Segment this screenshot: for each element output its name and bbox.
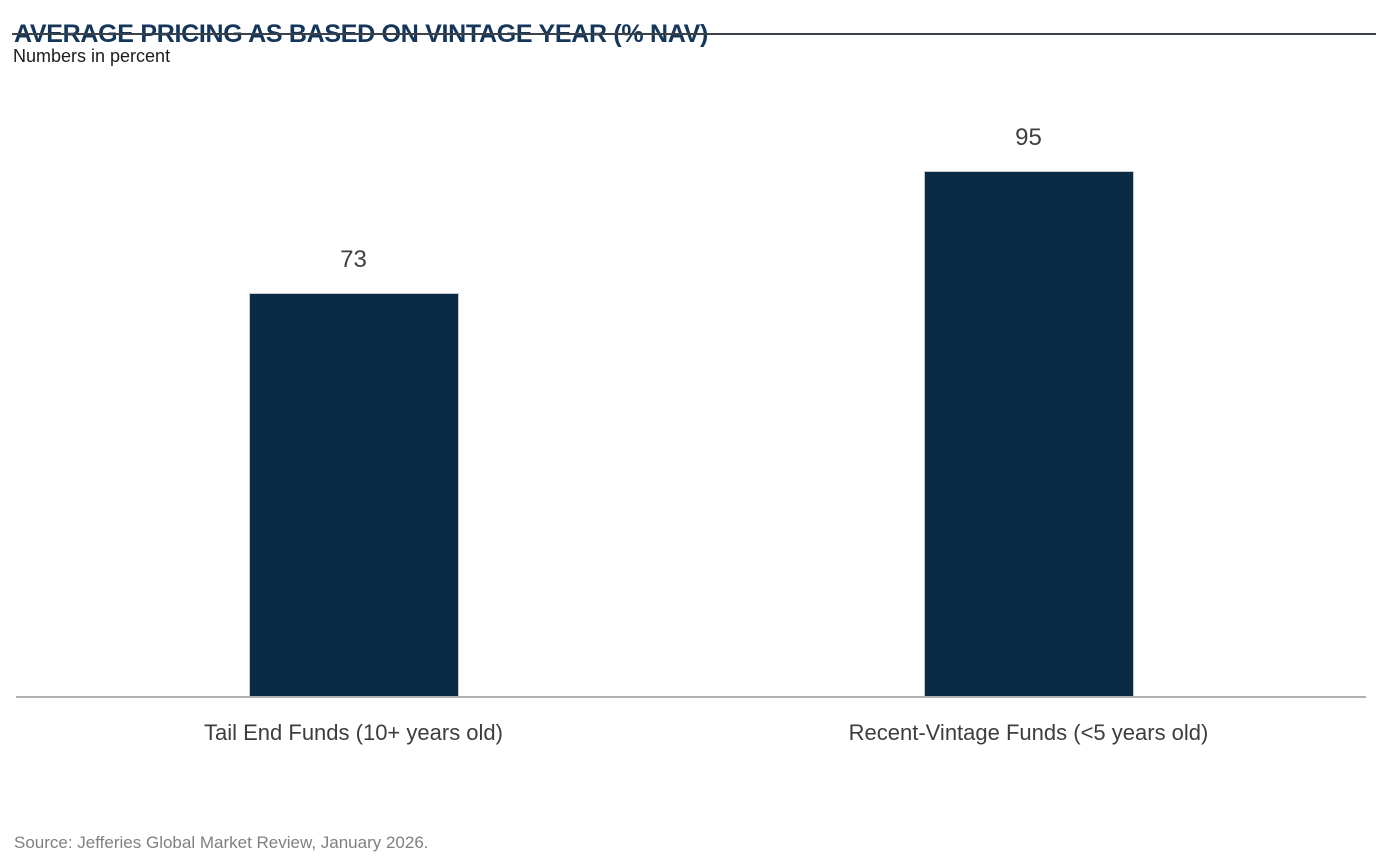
bar xyxy=(248,293,459,697)
x-axis-line xyxy=(16,696,1366,698)
category-label: Recent-Vintage Funds (<5 years old) xyxy=(848,720,1209,745)
chart-subtitle: Numbers in percent xyxy=(13,46,171,66)
source-note: Source: Jefferies Global Market Review, … xyxy=(14,833,429,852)
bar-series: 73 95 xyxy=(16,0,1366,697)
bar xyxy=(923,171,1134,697)
category-axis-labels: Tail End Funds (10+ years old) Recent-Vin… xyxy=(16,720,1366,746)
title-underline xyxy=(12,33,1376,35)
bar-value-label: 73 xyxy=(340,246,367,273)
bar-value-label: 95 xyxy=(1015,124,1042,151)
category-label: Tail End Funds (10+ years old) xyxy=(204,720,503,745)
bar-slot: 95 xyxy=(691,0,1366,697)
bar-chart-plot-area: 73 95 xyxy=(16,0,1366,697)
bar-slot: 73 xyxy=(16,0,691,697)
